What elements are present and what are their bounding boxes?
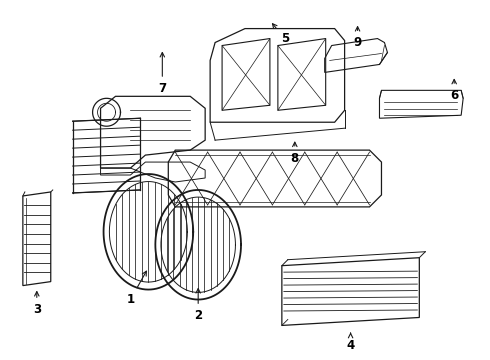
Text: 2: 2: [194, 289, 202, 322]
Text: 6: 6: [450, 80, 458, 102]
Text: 9: 9: [353, 27, 362, 49]
Text: 1: 1: [126, 271, 147, 306]
Text: 5: 5: [272, 24, 289, 45]
Text: 4: 4: [346, 333, 355, 352]
Text: 8: 8: [291, 142, 299, 165]
Text: 7: 7: [158, 53, 167, 95]
Text: 3: 3: [33, 292, 41, 316]
